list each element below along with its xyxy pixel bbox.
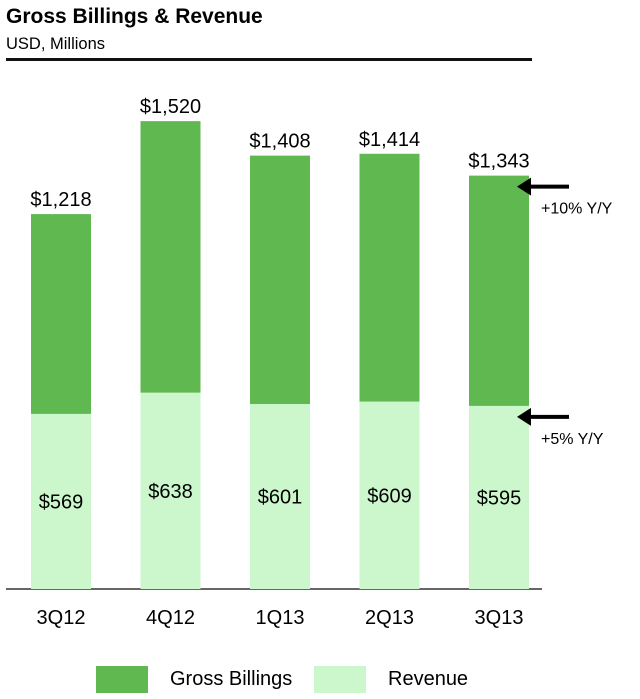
chart-subtitle: USD, Millions [6,35,106,53]
billings-value-label: $1,520 [140,96,201,118]
revenue-value-label: $595 [477,487,522,509]
revenue-bar [469,405,529,589]
billings-value-label: $1,218 [30,189,91,211]
x-tick-label: 4Q12 [146,607,195,629]
revenue-value-label: $601 [258,487,303,509]
x-tick-label: 1Q13 [256,607,305,629]
revenue-value-label: $609 [367,485,412,507]
legend-item-revenue: Revenue [314,664,468,694]
revenue-yoy-annotation: +5% Y/Y [541,431,604,448]
revenue-value-label: $638 [148,481,193,503]
legend-swatch-revenue [314,665,366,693]
revenue-bar [250,404,310,589]
legend-label-billings: Gross Billings [170,667,293,690]
legend-swatch-billings [96,665,148,693]
legend-item-billings: Gross Billings [96,664,292,694]
billings-value-label: $1,343 [468,151,529,173]
legend-label-revenue: Revenue [388,667,469,690]
title-underline [6,58,532,61]
yoy-arrow-head [517,177,531,196]
revenue-bar [140,392,201,589]
revenue-value-label: $569 [39,491,84,513]
billings-yoy-annotation: +10% Y/Y [541,201,613,218]
x-tick-label: 3Q12 [37,607,86,629]
chart-area: $1,218 $569 3Q12 $1,520 $638 4Q12 $1,408 $601 1Q… [6,96,613,629]
chart-title: Gross Billings & Revenue [6,5,263,28]
revenue-bar [359,401,420,589]
yoy-arrow-head [517,407,531,426]
x-tick-label: 2Q13 [365,607,414,629]
x-tick-label: 3Q13 [475,607,524,629]
billings-value-label: $1,414 [359,129,420,151]
revenue-bar [31,413,91,589]
billings-value-label: $1,408 [249,131,310,153]
